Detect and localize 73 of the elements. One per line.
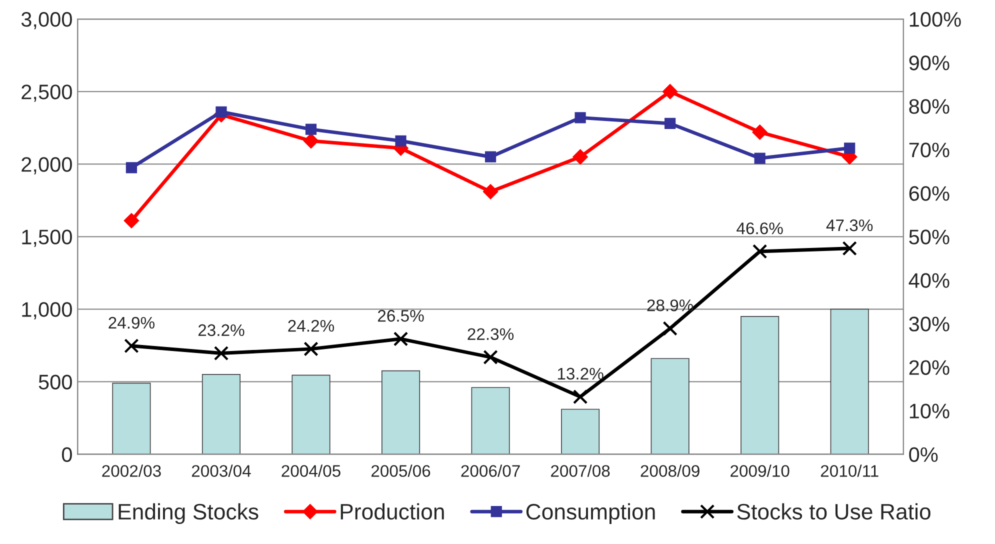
point	[844, 142, 856, 154]
y2-tick-label: 80%	[909, 99, 950, 114]
point	[662, 84, 678, 100]
bar	[202, 374, 241, 454]
data-label: 23.2%	[198, 324, 244, 336]
point	[393, 332, 408, 346]
bar	[740, 316, 780, 454]
y-tick-label: 500	[38, 374, 72, 390]
point	[754, 152, 766, 164]
point	[304, 342, 318, 356]
point	[574, 112, 586, 124]
point	[572, 389, 588, 404]
legend-label: Production	[340, 503, 444, 520]
point	[752, 124, 768, 140]
x-tick-label: 2004/05	[282, 464, 340, 477]
point	[664, 118, 676, 130]
data-label: 28.9%	[647, 299, 694, 312]
point	[124, 213, 140, 228]
y-tick-label: 1,000	[22, 302, 72, 320]
point	[126, 162, 138, 174]
y-tick-label: 1,500	[22, 230, 72, 247]
y2-tick-label: 100%	[910, 12, 961, 27]
bar	[561, 408, 600, 454]
point	[214, 346, 229, 361]
point	[484, 151, 496, 162]
bar	[471, 387, 510, 454]
y2-tick-label: 70%	[909, 142, 950, 158]
data-label: 22.3%	[468, 328, 514, 340]
legend-label: Consumption	[526, 503, 655, 524]
x-tick-label: 2005/06	[371, 464, 430, 477]
y2-tick-label: 10%	[910, 404, 950, 418]
x-tick-label: 2003/04	[192, 464, 251, 477]
data-label: 24.2%	[288, 320, 334, 332]
y2-tick-label: 50%	[909, 230, 950, 244]
y2-tick-label: 30%	[909, 316, 950, 332]
y2-tick-label: 90%	[909, 56, 950, 70]
data-label: 47.3%	[826, 219, 873, 232]
point	[124, 338, 139, 354]
point	[483, 350, 498, 365]
y2-tick-label: 60%	[909, 186, 950, 201]
y2-tick-label: 20%	[909, 360, 950, 375]
y-tick-label: 0	[62, 447, 72, 462]
point	[395, 135, 406, 146]
point	[572, 149, 588, 164]
point	[482, 184, 498, 200]
data-label: 13.2%	[558, 368, 604, 380]
bar	[112, 382, 151, 454]
y2-tick-label: 0%	[909, 447, 938, 462]
x-tick-label: 2008/09	[640, 464, 700, 477]
point	[303, 133, 319, 148]
data-label: 24.9%	[108, 316, 155, 329]
x-tick-label: 2007/08	[551, 464, 610, 477]
point	[752, 244, 768, 259]
y2-tick-label: 40%	[908, 273, 950, 288]
point	[662, 321, 678, 336]
data-label: 26.5%	[378, 310, 424, 322]
y-tick-label: 3,000	[21, 12, 72, 30]
bar	[382, 370, 420, 454]
bar	[650, 358, 690, 454]
legend-label: Stocks to Use Ratio	[737, 503, 930, 520]
point	[842, 241, 857, 256]
x-tick-label: 2002/03	[102, 464, 161, 477]
bar	[292, 374, 330, 454]
x-tick-label: 2010/11	[820, 464, 878, 477]
data-label: 46.6%	[736, 222, 783, 234]
y-tick-label: 2,000	[22, 157, 72, 174]
y-tick-label: 2,500	[22, 84, 72, 102]
point	[305, 124, 317, 135]
x-tick-label: 2006/07	[461, 464, 520, 477]
point	[216, 106, 227, 118]
legend-label: Ending Stocks	[118, 503, 258, 524]
bar	[830, 308, 869, 454]
x-tick-label: 2009/10	[730, 464, 790, 477]
